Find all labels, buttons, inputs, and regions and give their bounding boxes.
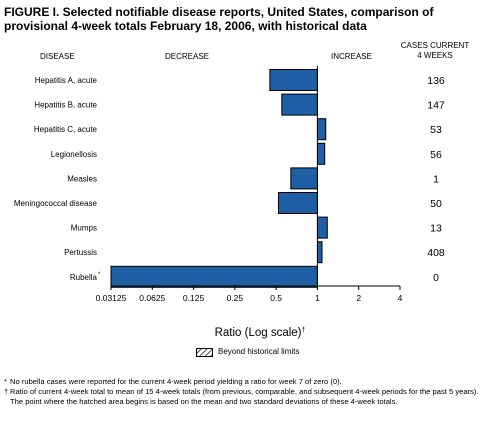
x-axis-title-dagger: † [302, 327, 306, 334]
bars-layer [110, 69, 328, 288]
bar [316, 118, 327, 141]
cases-value: 53 [430, 124, 442, 136]
x-tick-label: 0.125 [183, 293, 205, 303]
cases-values: 136 147 53 56 1 50 13 408 0 [427, 75, 445, 284]
bar [277, 192, 318, 214]
cases-value: 1 [433, 173, 439, 185]
header-cases-line2: 4 WEEKS [417, 51, 453, 60]
footnote-rubella: * No rubella cases were reported for the… [4, 377, 488, 387]
header-disease: DISEASE [40, 52, 75, 61]
category-label: Rubella [70, 273, 98, 282]
header-cases: CASES CURRENT 4 WEEKS [380, 41, 490, 61]
figure-title: FIGURE I. Selected notifiable disease re… [4, 5, 434, 33]
footnote-rubella-mark: * [4, 377, 7, 386]
category-label: Mumps [71, 224, 97, 233]
category-label: Hepatitis A, acute [35, 76, 98, 85]
cases-value: 0 [433, 272, 439, 284]
cases-value: 408 [427, 247, 445, 259]
bar [316, 142, 326, 165]
header-increase: INCREASE [331, 52, 372, 61]
footnote-ratio: † Ratio of current 4-week total to mean … [4, 387, 488, 406]
bar [110, 265, 318, 288]
category-label: Pertussis [64, 248, 97, 257]
bar [316, 216, 328, 239]
x-axis-title: Ratio (Log scale)† [215, 327, 306, 339]
bar [281, 93, 318, 116]
category-label-mark: * [98, 272, 101, 278]
footnote-rubella-text: No rubella cases were reported for the c… [10, 377, 342, 386]
category-label: Meningococcal disease [14, 199, 98, 208]
bar [269, 69, 318, 91]
x-axis: 0.03125 0.0625 0.125 0.25 0.5 1 2 4 [96, 66, 403, 303]
legend-label: Beyond historical limits [218, 347, 300, 356]
x-tick-label: 4 [398, 293, 403, 303]
x-tick-label: 0.5 [270, 293, 282, 303]
category-labels: Hepatitis A, acute Hepatitis B, acute Hepa… [14, 76, 101, 282]
bar [316, 241, 323, 264]
cases-value: 56 [430, 149, 442, 161]
bar [290, 167, 318, 190]
category-label: Hepatitis B, acute [34, 101, 97, 110]
footnote-ratio-text: Ratio of current 4-week total to mean of… [10, 387, 479, 406]
cases-value: 13 [430, 223, 442, 235]
x-tick-label: 2 [356, 293, 361, 303]
header-cases-line1: CASES CURRENT [400, 41, 470, 50]
category-label: Hepatitis C, acute [34, 125, 98, 134]
x-tick-label: 0.25 [227, 293, 244, 303]
category-label: Measles [67, 174, 97, 183]
header-decrease: DECREASE [165, 52, 210, 61]
ratio-bar-chart: 0.03125 0.0625 0.125 0.25 0.5 1 2 4 Hepatitis A… [14, 66, 445, 339]
x-tick-label: 1 [315, 293, 320, 303]
x-tick-label: 0.0625 [139, 293, 165, 303]
footnote-ratio-mark: † [4, 387, 9, 396]
cases-value: 50 [430, 198, 442, 210]
category-label: Legionellosis [51, 150, 97, 159]
cases-value: 136 [427, 75, 445, 87]
cases-value: 147 [427, 100, 445, 112]
legend-hatch-swatch [196, 348, 213, 357]
x-tick-label: 0.03125 [96, 293, 127, 303]
